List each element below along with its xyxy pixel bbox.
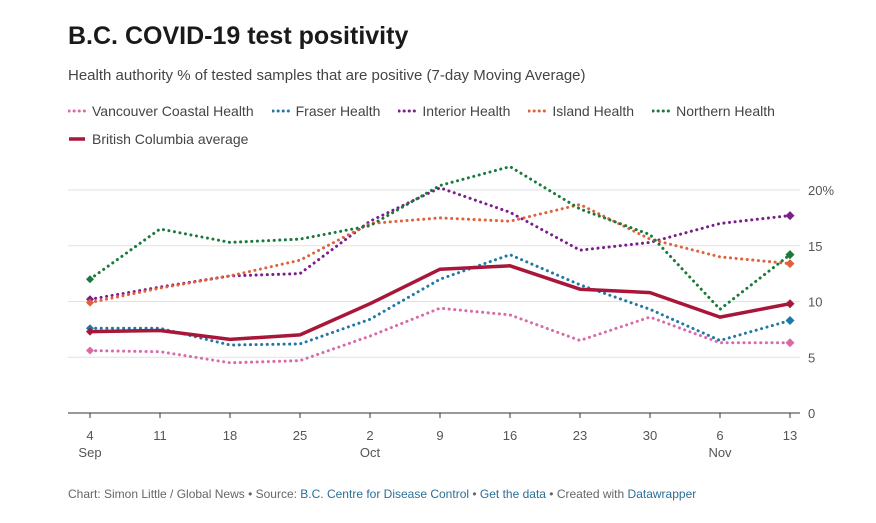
x-month-label: Sep — [78, 445, 101, 460]
legend-item: Vancouver Coastal Health — [68, 103, 254, 119]
legend-item: Island Health — [528, 103, 634, 119]
series-line-vancouver-coastal-health — [88, 306, 792, 365]
legend-label: Interior Health — [422, 103, 511, 119]
data-point-end-northern-health — [785, 250, 795, 260]
series-line-northern-health — [88, 165, 792, 311]
x-tick-label: 18 — [223, 428, 237, 443]
x-month-label: Nov — [708, 445, 732, 460]
y-tick-label: 0 — [808, 406, 815, 421]
source-link[interactable]: B.C. Centre for Disease Control — [300, 487, 470, 501]
data-point-start-vancouver-coastal-health — [86, 346, 94, 355]
legend-row: British Columbia average — [68, 130, 788, 148]
y-tick-label: 5 — [808, 350, 815, 365]
data-point-end-fraser-health — [785, 315, 795, 325]
x-tick-label: 11 — [153, 428, 167, 443]
legend-row: Vancouver Coastal Health Fraser Health Int… — [68, 102, 788, 120]
data-point-start-british-columbia-average — [86, 327, 94, 336]
datawrapper-link[interactable]: Datawrapper — [627, 487, 697, 501]
series-line-island-health — [88, 203, 792, 305]
get-the-data-link[interactable]: Get the data — [479, 487, 546, 501]
legend-item: British Columbia average — [68, 131, 248, 147]
legend-label: Fraser Health — [295, 103, 381, 119]
series-line-british-columbia-average — [88, 264, 792, 342]
x-tick-label: 2 — [366, 428, 373, 443]
x-tick-label: 16 — [503, 428, 517, 443]
y-tick-label: 10 — [808, 295, 822, 310]
legend-item: Northern Health — [652, 103, 775, 119]
data-point-end-vancouver-coastal-health — [785, 338, 795, 348]
x-tick-label: 23 — [573, 428, 587, 443]
x-tick-label: 9 — [436, 428, 443, 443]
x-tick-label: 13 — [783, 428, 797, 443]
data-point-end-island-health — [785, 259, 795, 269]
footer-credit: Chart: Simon Little / Global News • Sour… — [68, 487, 301, 501]
y-tick-label: 20% — [808, 183, 834, 198]
footer-separator: • — [469, 487, 480, 501]
x-tick-label: 25 — [293, 428, 307, 443]
chart-subtitle: Health authority % of tested samples tha… — [68, 67, 586, 84]
footer-created-with: • Created with — [545, 487, 628, 501]
chart-legend: Vancouver Coastal Health Fraser Health Int… — [68, 102, 788, 158]
data-point-end-interior-health — [785, 211, 795, 221]
x-tick-label: 30 — [643, 428, 657, 443]
data-point-start-northern-health — [86, 275, 94, 284]
x-month-label: Oct — [360, 445, 381, 460]
legend-label: Northern Health — [676, 103, 775, 119]
data-point-end-british-columbia-average — [785, 299, 795, 309]
chart-footer: Chart: Simon Little / Global News • Sour… — [68, 487, 696, 501]
y-tick-label: 15 — [808, 239, 822, 254]
x-tick-label: 4 — [86, 428, 93, 443]
legend-label: Vancouver Coastal Health — [92, 103, 254, 119]
legend-swatch — [69, 137, 85, 141]
legend-item: Fraser Health — [271, 103, 381, 119]
series-line-fraser-health — [88, 253, 792, 347]
data-point-start-island-health — [86, 298, 94, 307]
x-tick-label: 6 — [716, 428, 723, 443]
legend-label: British Columbia average — [92, 131, 249, 147]
legend-item: Interior Health — [398, 103, 510, 119]
legend-label: Island Health — [552, 103, 635, 119]
chart-title: B.C. COVID-19 test positivity — [68, 22, 409, 50]
